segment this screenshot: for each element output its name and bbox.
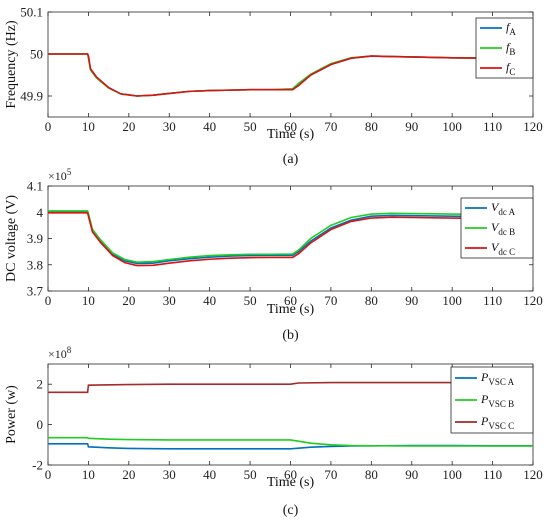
series-line-vsc-b xyxy=(48,436,533,447)
legend-entry: Vdc C xyxy=(491,240,515,257)
x-tick-label: 80 xyxy=(365,467,378,482)
series-line-c xyxy=(48,53,533,97)
x-tick-label: 0 xyxy=(45,467,52,482)
panel-caption: (c) xyxy=(283,503,299,518)
plot-frame xyxy=(47,11,534,118)
x-tick-label: 80 xyxy=(365,293,378,308)
x-tick-label: 100 xyxy=(442,119,462,134)
x-tick-label: 50 xyxy=(244,293,257,308)
legend-entry: fA xyxy=(506,20,516,37)
y-tick-label: 4.1 xyxy=(27,179,43,194)
x-tick-label: 20 xyxy=(122,293,135,308)
series-line-dc-c xyxy=(48,211,533,267)
y-tick-label: 0 xyxy=(37,417,44,432)
chart-panel-2: 0 10 20 30 40 50 60 70 80 90 100 110 120 3.7 3.8 3.9 4 4.… xyxy=(4,167,543,343)
y-axis-label: Frequency (Hz) xyxy=(4,20,19,109)
plot-frame xyxy=(47,185,534,292)
x-tick-label: 10 xyxy=(82,293,95,308)
axis-multiplier: ×108 xyxy=(48,345,72,361)
x-tick-label: 30 xyxy=(163,467,176,482)
x-tick-label: 20 xyxy=(122,467,135,482)
x-tick-label: 70 xyxy=(324,119,337,134)
y-tick-label: 4 xyxy=(37,205,44,220)
x-tick-label: 120 xyxy=(523,467,543,482)
panel-caption: (a) xyxy=(283,152,299,167)
panel-caption: (b) xyxy=(282,328,299,343)
x-tick-label: 0 xyxy=(45,119,52,134)
x-tick-label: 40 xyxy=(203,293,216,308)
legend: PVSC A PVSC B PVSC C xyxy=(450,366,534,434)
x-tick-label: 90 xyxy=(405,119,418,134)
legend-entry: Vdc A xyxy=(491,200,516,217)
x-tick-label: 80 xyxy=(365,119,378,134)
y-tick-label: 50.1 xyxy=(20,5,43,20)
x-tick-label: 100 xyxy=(442,467,462,482)
x-tick-label: 110 xyxy=(483,467,502,482)
x-tick-label: 60 xyxy=(284,467,297,482)
x-tick-label: 90 xyxy=(405,293,418,308)
x-tick-label: 70 xyxy=(324,467,337,482)
x-tick-label: 100 xyxy=(442,293,462,308)
series-line-dc-b xyxy=(48,210,533,263)
axis-multiplier: ×105 xyxy=(48,167,72,183)
legend-entry: fC xyxy=(506,60,515,77)
x-axis-label: Time (s) xyxy=(267,475,315,490)
x-tick-label: 60 xyxy=(284,293,297,308)
y-tick-label: 50 xyxy=(30,47,43,62)
y-tick-label: 3.9 xyxy=(27,231,43,246)
x-tick-label: 40 xyxy=(203,467,216,482)
y-axis-label: DC voltage (V) xyxy=(4,195,19,282)
y-tick-label: -2 xyxy=(32,458,43,473)
series-line-dc-a xyxy=(48,211,533,265)
y-tick-label: 2 xyxy=(37,377,44,392)
y-axis-label: Power (w) xyxy=(4,385,19,444)
x-tick-label: 90 xyxy=(405,467,418,482)
x-tick-label: 110 xyxy=(483,293,502,308)
chart-panel-1: 0 10 20 30 40 50 60 70 80 90 100 110 120 49.9 50 50.1 Ti… xyxy=(4,5,543,168)
x-tick-label: 110 xyxy=(483,119,502,134)
x-tick-label: 120 xyxy=(523,293,543,308)
x-tick-label: 30 xyxy=(163,293,176,308)
x-tick-label: 50 xyxy=(244,467,257,482)
x-tick-label: 50 xyxy=(244,119,257,134)
series-group xyxy=(48,210,533,267)
x-tick-label: 120 xyxy=(523,119,543,134)
legend-entry: fB xyxy=(506,40,515,57)
series-line-vsc-c xyxy=(48,381,533,394)
legend-entry: PVSC A xyxy=(480,370,515,387)
x-tick-label: 10 xyxy=(82,467,95,482)
legend-entry: Vdc B xyxy=(491,220,515,237)
x-tick-label: 10 xyxy=(82,119,95,134)
x-tick-label: 40 xyxy=(203,119,216,134)
x-tick-label: 30 xyxy=(163,119,176,134)
x-axis-label: Time (s) xyxy=(267,302,315,317)
series-group xyxy=(48,53,533,97)
x-tick-label: 0 xyxy=(45,293,52,308)
legend: Vdc A Vdc B Vdc C xyxy=(460,197,534,259)
legend-entry: PVSC C xyxy=(480,414,514,431)
y-tick-label: 3.8 xyxy=(27,257,43,272)
legend: fA fB fC xyxy=(475,17,534,79)
x-tick-label: 70 xyxy=(324,293,337,308)
x-axis-label: Time (s) xyxy=(267,127,315,142)
legend-entry: PVSC B xyxy=(480,392,514,409)
x-tick-label: 20 xyxy=(122,119,135,134)
y-tick-label: 49.9 xyxy=(20,89,43,104)
x-tick-label: 60 xyxy=(284,119,297,134)
y-tick-label: 3.7 xyxy=(27,284,44,299)
series-group xyxy=(48,381,533,450)
